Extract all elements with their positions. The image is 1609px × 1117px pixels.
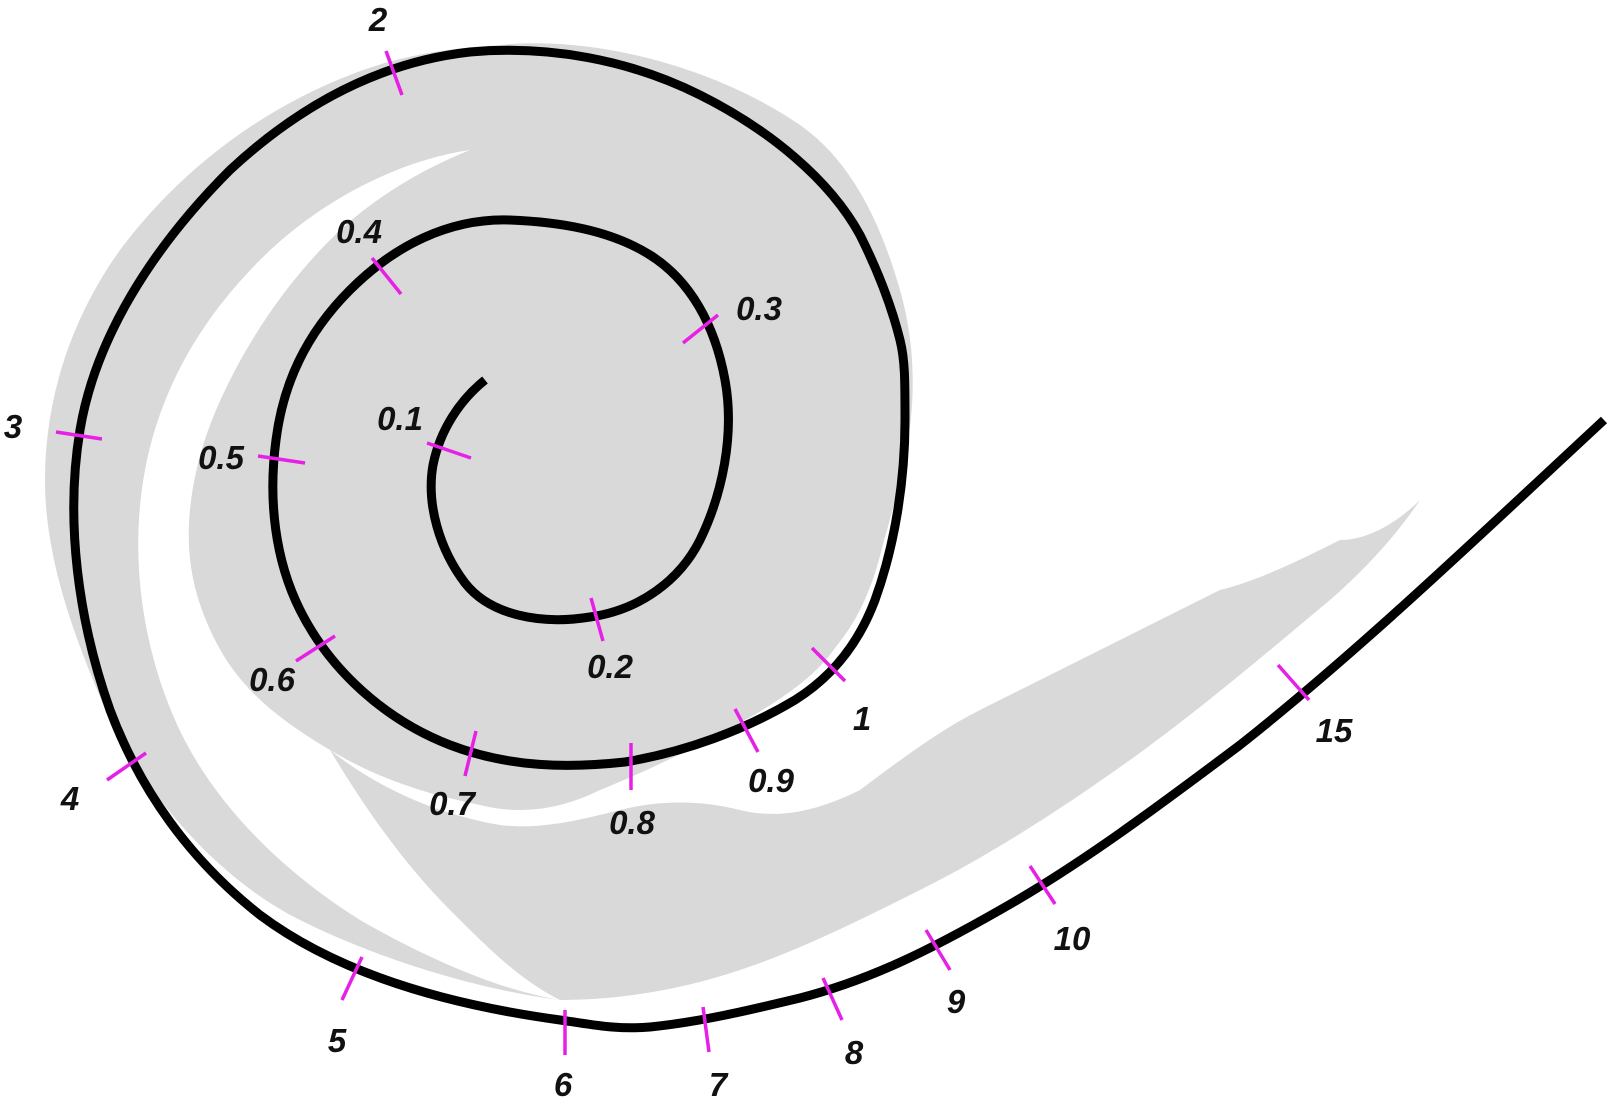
- tick-10: [1028, 865, 1057, 905]
- tick-15: [1276, 663, 1311, 702]
- tick-3: [55, 430, 103, 441]
- tick-0.4: [370, 256, 403, 296]
- label-0.5: 0.5: [198, 439, 245, 476]
- label-0.1: 0.1: [377, 400, 423, 437]
- tick-0.5: [257, 454, 306, 465]
- label-0.9: 0.9: [748, 762, 795, 799]
- tick-9: [924, 929, 952, 971]
- label-6: 6: [554, 1066, 573, 1103]
- label-0.6: 0.6: [249, 661, 296, 698]
- label-1: 1: [853, 700, 871, 737]
- label-15: 15: [1316, 712, 1353, 749]
- tick-1: [810, 646, 847, 683]
- tick-8: [821, 977, 844, 1021]
- tick-0.1: [426, 441, 472, 460]
- band-inner-region: [420, 317, 711, 606]
- tick-0.7: [463, 730, 478, 777]
- tick-7: [701, 1006, 711, 1053]
- label-0.3: 0.3: [736, 290, 782, 327]
- label-8: 8: [845, 1034, 864, 1071]
- tick-0.3: [681, 313, 720, 345]
- label-0.4: 0.4: [336, 213, 382, 250]
- band-lower-region: [330, 500, 1420, 1000]
- label-0.8: 0.8: [609, 804, 656, 841]
- tick-2: [384, 50, 404, 96]
- label-4: 4: [60, 780, 79, 817]
- label-10: 10: [1054, 920, 1091, 957]
- tick-0.2: [589, 597, 605, 642]
- label-5: 5: [328, 1022, 347, 1059]
- band-mid-region: [650, 180, 898, 735]
- label-0.7: 0.7: [429, 785, 477, 822]
- tick-0.6: [295, 634, 336, 663]
- label-7: 7: [709, 1066, 729, 1103]
- tick-marks: [55, 50, 1311, 1055]
- label-0.2: 0.2: [587, 648, 634, 685]
- tick-4: [106, 751, 147, 782]
- uncertainty-band: [45, 43, 1420, 1000]
- label-3: 3: [4, 408, 22, 445]
- tick-0.9: [733, 708, 760, 753]
- label-9: 9: [947, 983, 966, 1020]
- spiral-curve: [69, 45, 1608, 1033]
- tick-5: [340, 956, 364, 1001]
- label-2: 2: [368, 1, 388, 38]
- tick-labels: 0.1 0.2 0.3 0.4 0.5 0.6 0.7 0.8 0.9 1 2 …: [4, 1, 1353, 1103]
